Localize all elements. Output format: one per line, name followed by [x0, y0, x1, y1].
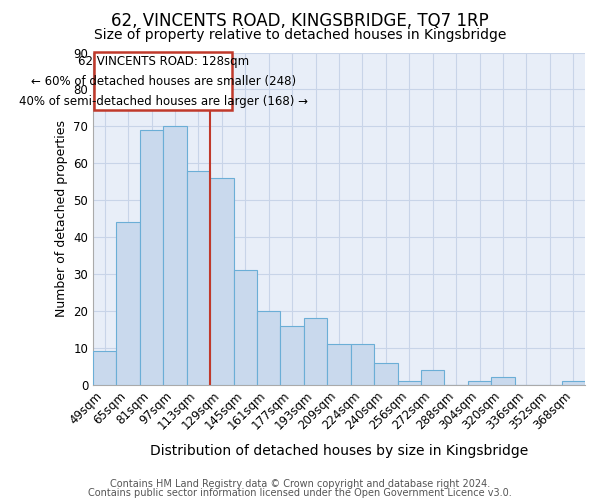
Text: 62, VINCENTS ROAD, KINGSBRIDGE, TQ7 1RP: 62, VINCENTS ROAD, KINGSBRIDGE, TQ7 1RP: [111, 12, 489, 30]
Bar: [233, 270, 257, 384]
Text: Contains HM Land Registry data © Crown copyright and database right 2024.: Contains HM Land Registry data © Crown c…: [110, 479, 490, 489]
Bar: [328, 344, 351, 385]
Bar: [187, 170, 210, 384]
Bar: [94, 52, 232, 110]
Bar: [421, 370, 445, 384]
Bar: [116, 222, 140, 384]
Bar: [374, 362, 398, 384]
Bar: [140, 130, 163, 384]
Text: 62 VINCENTS ROAD: 128sqm
← 60% of detached houses are smaller (248)
40% of semi-: 62 VINCENTS ROAD: 128sqm ← 60% of detach…: [19, 54, 308, 108]
Bar: [257, 311, 280, 384]
Text: Size of property relative to detached houses in Kingsbridge: Size of property relative to detached ho…: [94, 28, 506, 42]
Bar: [93, 352, 116, 384]
Bar: [468, 381, 491, 384]
Bar: [398, 381, 421, 384]
Text: Contains public sector information licensed under the Open Government Licence v3: Contains public sector information licen…: [88, 488, 512, 498]
Bar: [210, 178, 233, 384]
Bar: [280, 326, 304, 384]
Bar: [163, 126, 187, 384]
X-axis label: Distribution of detached houses by size in Kingsbridge: Distribution of detached houses by size …: [150, 444, 528, 458]
Bar: [351, 344, 374, 385]
Bar: [491, 378, 515, 384]
Bar: [562, 381, 585, 384]
Y-axis label: Number of detached properties: Number of detached properties: [55, 120, 68, 317]
Bar: [304, 318, 328, 384]
